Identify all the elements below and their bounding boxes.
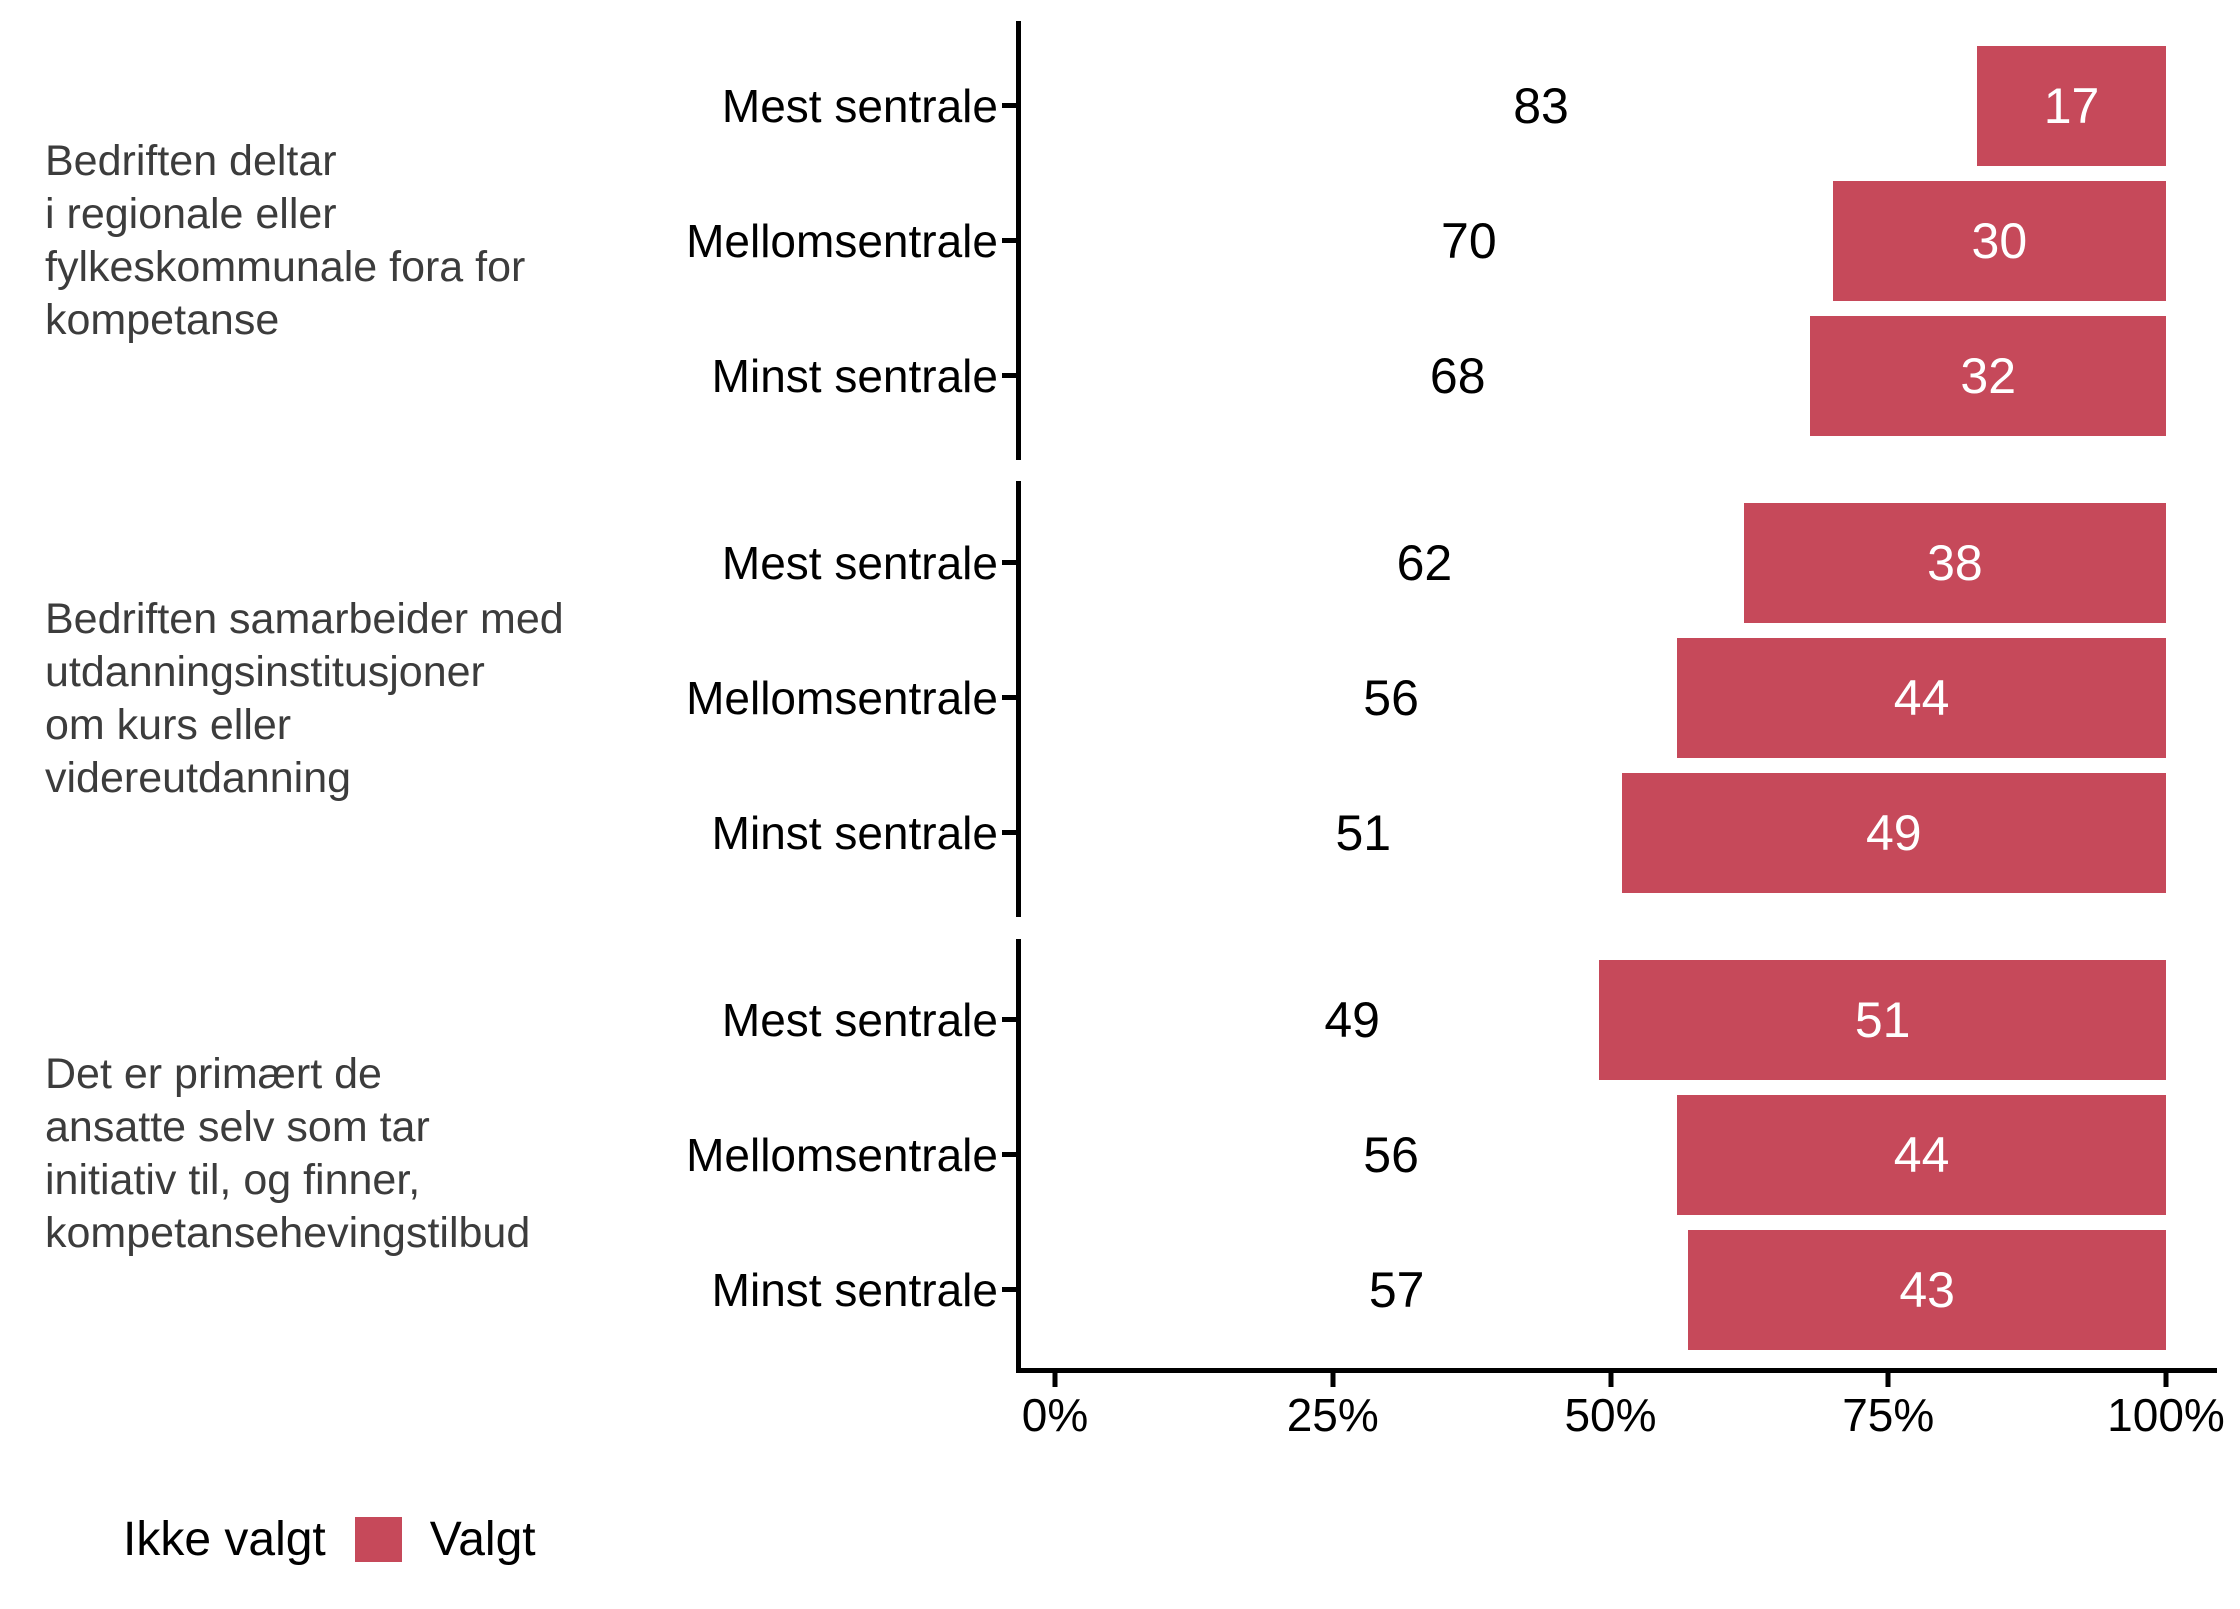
- y-axis-line-1: [1016, 21, 1021, 460]
- bar-row: Minst sentrale 57 43: [0, 1230, 2240, 1350]
- bar-track: 68 32: [1055, 316, 2166, 436]
- category-tick: [1002, 695, 1016, 700]
- facet-label-2: Bedriften samarbeider med utdanningsinst…: [45, 595, 564, 802]
- bar-segment-valgt: 30: [1832, 181, 2166, 301]
- bar-track: 51 49: [1055, 773, 2166, 893]
- x-tick-100: [2163, 1373, 2169, 1387]
- category-tick: [1002, 373, 1016, 378]
- bar-segment-valgt: 17: [1977, 46, 2166, 166]
- value-label-ikke-valgt: 70: [1441, 213, 1497, 269]
- bar-segment-valgt: 44: [1677, 1095, 2166, 1215]
- bar-row: Mellomsentrale 56 44: [0, 638, 2240, 758]
- legend-label-ikke-valgt: Ikke valgt: [123, 1512, 326, 1566]
- category-label: Mellomsentrale: [686, 215, 998, 267]
- y-axis-line-3: [1016, 939, 1021, 1368]
- bar-segment-valgt: 38: [1743, 503, 2166, 623]
- category-tick: [1002, 830, 1016, 835]
- x-tick-label-100: 100%: [2107, 1389, 2225, 1441]
- value-label-valgt: 44: [1893, 1127, 1950, 1183]
- value-label-valgt: 43: [1899, 1262, 1955, 1318]
- value-label-ikke-valgt: 56: [1363, 1127, 1419, 1183]
- value-label-ikke-valgt: 68: [1429, 348, 1486, 404]
- category-label: Mellomsentrale: [686, 672, 998, 724]
- bar-segment-valgt: 32: [1810, 316, 2166, 436]
- x-tick-label-50: 50%: [1564, 1389, 1657, 1441]
- facet-panel-3: Det er primært de ansatte selv som tar i…: [0, 939, 2240, 1368]
- value-label-valgt: 51: [1854, 992, 1911, 1048]
- value-label-valgt: 32: [1960, 348, 2017, 404]
- category-label: Mest sentrale: [721, 537, 998, 589]
- category-label: Mellomsentrale: [686, 1129, 998, 1181]
- facet-panel-2: Bedriften samarbeider med utdanningsinst…: [0, 481, 2240, 917]
- x-tick-0: [1052, 1373, 1058, 1387]
- category-tick: [1002, 560, 1016, 565]
- bar-row: Mellomsentrale 70 30: [0, 181, 2240, 301]
- x-axis-line: [1016, 1368, 2217, 1373]
- category-tick: [1002, 1152, 1016, 1157]
- facet-label-1: Bedriften deltar i regionale eller fylke…: [45, 136, 526, 344]
- bar-row: Mest sentrale 83 17: [0, 46, 2240, 166]
- facet-panel-1: Bedriften deltar i regionale eller fylke…: [0, 21, 2240, 460]
- value-label-valgt: 49: [1866, 805, 1922, 861]
- bar-track: 57 43: [1055, 1230, 2166, 1350]
- bar-row: Mellomsentrale 56 44: [0, 1095, 2240, 1215]
- category-tick: [1002, 238, 1016, 243]
- x-tick-50: [1608, 1373, 1613, 1387]
- value-label-ikke-valgt: 83: [1513, 78, 1569, 134]
- bar-track: 56 44: [1055, 638, 2166, 758]
- bar-track: 83 17: [1055, 46, 2166, 166]
- value-label-ikke-valgt: 51: [1335, 805, 1392, 861]
- bar-track: 62 38: [1055, 503, 2166, 623]
- value-label-ikke-valgt: 49: [1324, 992, 1380, 1048]
- legend: Ikke valgt Valgt: [48, 1510, 536, 1568]
- value-label-valgt: 30: [1971, 213, 2028, 269]
- category-label: Minst sentrale: [711, 350, 998, 402]
- bar-segment-valgt: 49: [1621, 773, 2166, 893]
- x-tick-label-75: 75%: [1842, 1389, 1935, 1441]
- value-label-valgt: 38: [1927, 535, 1983, 591]
- value-label-valgt: 44: [1893, 670, 1950, 726]
- x-tick-label-25: 25%: [1286, 1389, 1379, 1441]
- legend-key-valgt: [354, 1516, 402, 1562]
- y-axis-line-2: [1016, 481, 1021, 917]
- category-tick: [1002, 103, 1016, 108]
- bar-segment-valgt: 43: [1688, 1230, 2166, 1350]
- bar-track: 56 44: [1055, 1095, 2166, 1215]
- value-label-ikke-valgt: 57: [1368, 1262, 1425, 1318]
- value-label-ikke-valgt: 62: [1396, 535, 1453, 591]
- category-label: Minst sentrale: [711, 1264, 998, 1316]
- value-label-valgt: 17: [2043, 78, 2100, 134]
- bar-row: Minst sentrale 68 32: [0, 316, 2240, 436]
- x-tick-25: [1330, 1373, 1336, 1387]
- legend-label-valgt: Valgt: [429, 1512, 536, 1566]
- bar-track: 49 51: [1055, 960, 2166, 1080]
- bar-track: 70 30: [1055, 181, 2166, 301]
- legend-key-ikke-valgt: [48, 1516, 95, 1562]
- bar-row: Mest sentrale 62 38: [0, 503, 2240, 623]
- category-label: Minst sentrale: [711, 807, 998, 859]
- x-tick-label-0: 0%: [1021, 1389, 1089, 1441]
- bar-segment-valgt: 44: [1677, 638, 2166, 758]
- x-tick-75: [1885, 1373, 1891, 1387]
- bar-row: Minst sentrale 51 49: [0, 773, 2240, 893]
- category-label: Mest sentrale: [721, 994, 998, 1046]
- bar-row: Mest sentrale 49 51: [0, 960, 2240, 1080]
- category-tick: [1002, 1287, 1016, 1292]
- category-tick: [1002, 1017, 1016, 1022]
- facet-label-3: Det er primært de ansatte selv som tar i…: [45, 1049, 531, 1257]
- value-label-ikke-valgt: 56: [1363, 670, 1419, 726]
- category-label: Mest sentrale: [721, 80, 998, 132]
- bar-segment-valgt: 51: [1599, 960, 2166, 1080]
